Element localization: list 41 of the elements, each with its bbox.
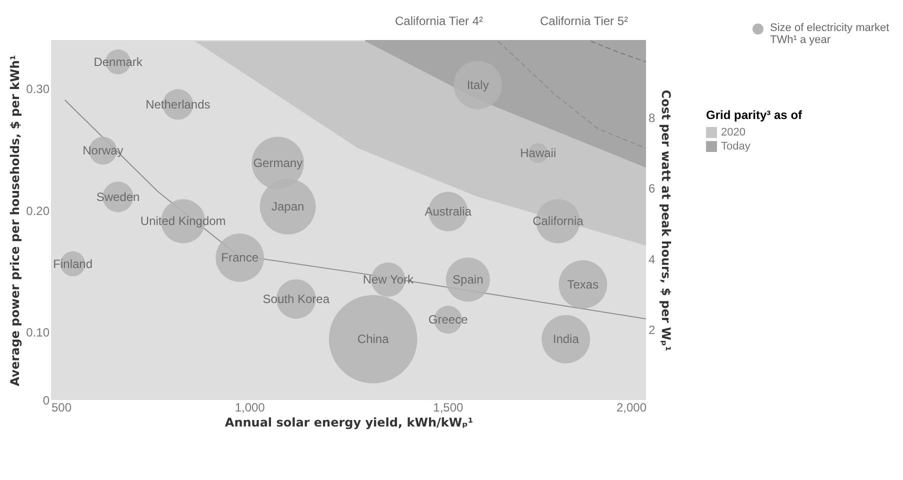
x-tick-label: 1,000	[234, 400, 266, 414]
annotation: Italy	[466, 78, 489, 92]
legend-label: 2020	[721, 126, 746, 138]
x-axis-title: Annual solar energy yield, kWh/kWₚ¹	[224, 416, 474, 430]
y2-tick-label: 6	[648, 182, 656, 196]
legend-label: Today	[721, 140, 751, 152]
annotation: Norway	[82, 144, 124, 158]
x-tick-label: 2,000	[616, 400, 647, 414]
x-tick-label: 500	[52, 400, 72, 414]
annotation: Texas	[567, 277, 599, 292]
annotation: Australia	[424, 204, 472, 218]
annotation: Sweden	[96, 190, 140, 204]
y2-axis-title: Cost per watt at peak hours, $ per Wₚ¹	[659, 90, 674, 352]
text: California Tier 5²	[540, 14, 628, 28]
y2-tick-label: 4	[648, 252, 656, 266]
annotation: Spain	[452, 272, 484, 287]
text: Size of electricity market TWh¹ a year	[770, 22, 890, 46]
y-tick-label: 0.20	[26, 204, 50, 218]
annotation: China	[357, 332, 390, 346]
annotation: South Korea	[262, 292, 330, 306]
y2-tick-label: 2	[648, 322, 656, 337]
annotation: California	[532, 214, 584, 228]
annotation: India	[552, 332, 580, 346]
annotation: United Kingdom	[140, 214, 226, 228]
annotation: Greece	[428, 312, 468, 327]
annotation: Hawaii	[520, 146, 556, 160]
annotation: Finland	[53, 256, 92, 271]
annotation: France	[221, 250, 259, 265]
x-tick-label: 1,500	[433, 400, 464, 414]
y2-tick-label: 8	[648, 111, 656, 126]
annotation: Netherlands	[146, 97, 210, 112]
y-tick-label: 0.10	[26, 325, 50, 340]
y-tick-label: 0.30	[26, 82, 50, 96]
y-axis-title: Average power price per households, $ per kWh¹	[8, 54, 22, 386]
annotation: New York	[362, 272, 415, 287]
annotation: Japan	[271, 200, 304, 214]
annotation: Germany	[253, 156, 303, 170]
text: California Tier 4²	[395, 14, 484, 28]
annotation: Denmark	[94, 54, 144, 69]
y-tick-label: 0	[42, 394, 50, 408]
legend-title: Grid parity³ as of	[706, 108, 804, 122]
